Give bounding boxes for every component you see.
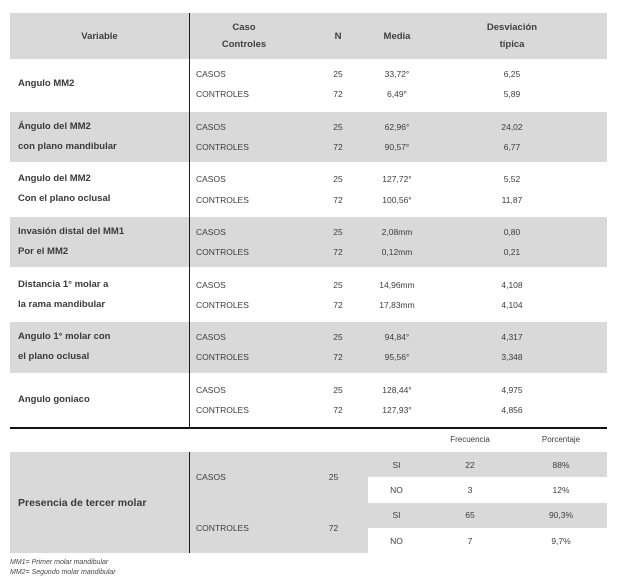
column-divider-line-bottom (189, 452, 191, 553)
answer-cell: SI (368, 502, 425, 528)
variable-label: Angulo del MM2 Con el plano oclusal (18, 173, 111, 205)
variable-label-tercer-molar: Presencia de tercer molar (10, 452, 189, 554)
frequency-table: Presencia de tercer molar CASOS CONTROLE… (10, 452, 607, 554)
frequency-cell: 7 (467, 535, 473, 546)
table-body: Angulo MM2 CASOS CONTROLES 25 72 33,72° … (10, 59, 607, 428)
table-row-distancia-molar: Distancia 1° molar a la rama mandibular … (10, 269, 607, 322)
freq-header-spacer (368, 427, 425, 452)
col-header-n: N (334, 30, 342, 42)
table-header-row: Variable Caso Controles N Media Desviaci… (10, 13, 607, 59)
group-cell: CASOS CONTROLES (196, 69, 249, 100)
frequency-cell: 3 (467, 485, 473, 496)
answer-cell: NO (390, 485, 403, 496)
desviacion-cell: 4,975 4,856 (501, 384, 523, 415)
answer-cell: SI (368, 452, 425, 478)
desviacion-cell: 24,02 6,77 (501, 121, 523, 153)
frequency-cell: 65 (425, 502, 515, 528)
n-cell: 25 72 (333, 226, 343, 258)
n-cell: 25 72 (333, 332, 343, 363)
col-header-media: Media (383, 30, 411, 42)
table-row-invasion-distal: Invasión distal del MM1 Por el MM2 CASOS… (10, 216, 607, 270)
footnote-mm1: MM1= Primer molar mandibular (10, 559, 109, 567)
percentage-cell: 9,7% (551, 535, 571, 546)
frequency-table-header: Frecuencia Porcentaje (10, 427, 607, 452)
table-row-angulo-mm2-plano-oclusal: Angulo del MM2 Con el plano oclusal CASO… (10, 164, 607, 217)
percentage-cell: 90,3% (515, 502, 607, 528)
group-cell: CASOS CONTROLES (196, 174, 249, 205)
variable-label: Invasión distal del MM1 Por el MM2 (18, 226, 125, 258)
variable-label: Distancia 1° molar a la rama mandibular (18, 278, 109, 310)
frequency-cell: 22 (425, 452, 515, 478)
col-header-variable: Variable (81, 30, 118, 42)
table-row-angulo-mm2: Angulo MM2 CASOS CONTROLES 25 72 33,72° … (10, 59, 607, 112)
media-cell: 14,96mm 17,83mm (379, 279, 415, 310)
media-cell: 127,72° 100,56° (382, 174, 412, 205)
percentage-cell: 88% (515, 452, 607, 478)
answer-cell: NO (390, 535, 403, 546)
freq-header-spacer (10, 427, 368, 452)
group-cell: CASOS CONTROLES (196, 279, 249, 310)
desviacion-cell: 6,25 5,89 (503, 69, 521, 100)
variable-label: Angulo 1° molar con el plano oclusal (18, 331, 111, 363)
group-cell: CASOS CONTROLES (196, 226, 249, 258)
desviacion-cell: 5,52 11,87 (501, 174, 523, 205)
variable-label: Angulo goniaco (18, 393, 90, 405)
n-cell: 25 72 (333, 69, 343, 100)
group-cell: CASOS CONTROLES (196, 384, 249, 415)
n-cell: 25 72 (299, 452, 368, 554)
col-header-frecuencia: Frecuencia (450, 435, 490, 445)
n-cell: 25 72 (333, 384, 343, 415)
percentage-cell: 12% (552, 485, 570, 496)
media-cell: 62,96° 90,57° (384, 121, 410, 153)
footnote-mm2: MM2= Segundo molar mandibular (10, 568, 116, 576)
stats-table: Variable Caso Controles N Media Desviaci… (10, 0, 607, 428)
group-cell: CASOS CONTROLES (189, 452, 299, 554)
table-bottom-rule (10, 427, 607, 429)
table-row-angulo-goniaco: Angulo goniaco CASOS CONTROLES 25 72 128… (10, 375, 607, 428)
col-header-porcentaje: Porcentaje (541, 435, 581, 445)
variable-label: Angulo MM2 (18, 78, 75, 90)
media-cell: 2,08mm 0,12mm (381, 226, 413, 258)
table-row-angulo-mm2-plano-mandibular: Ángulo del MM2 con plano mandibular CASO… (10, 111, 607, 165)
desviacion-cell: 4,317 3,348 (501, 332, 523, 363)
media-cell: 33,72° 6,49° (384, 69, 410, 100)
table-row-angulo-molar-oclusal: Angulo 1° molar con el plano oclusal CAS… (10, 321, 607, 375)
group-cell: CASOS CONTROLES (196, 332, 249, 363)
n-cell: 25 72 (333, 279, 343, 310)
col-header-caso-controles: Caso Controles (221, 22, 267, 50)
footnotes: MM1= Primer molar mandibular MM2= Segund… (10, 558, 619, 577)
desviacion-cell: 4,108 4,104 (501, 279, 523, 310)
column-divider-line (189, 13, 191, 427)
media-cell: 94,84° 95,56° (384, 332, 410, 363)
group-cell: CASOS CONTROLES (196, 121, 249, 153)
col-header-desviacion: Desviación típica (486, 22, 538, 50)
desviacion-cell: 0,80 0,21 (503, 226, 521, 258)
variable-label: Ángulo del MM2 con plano mandibular (18, 120, 117, 152)
media-cell: 128,44° 127,93° (382, 384, 412, 415)
n-cell: 25 72 (333, 174, 343, 205)
n-cell: 25 72 (333, 121, 343, 153)
